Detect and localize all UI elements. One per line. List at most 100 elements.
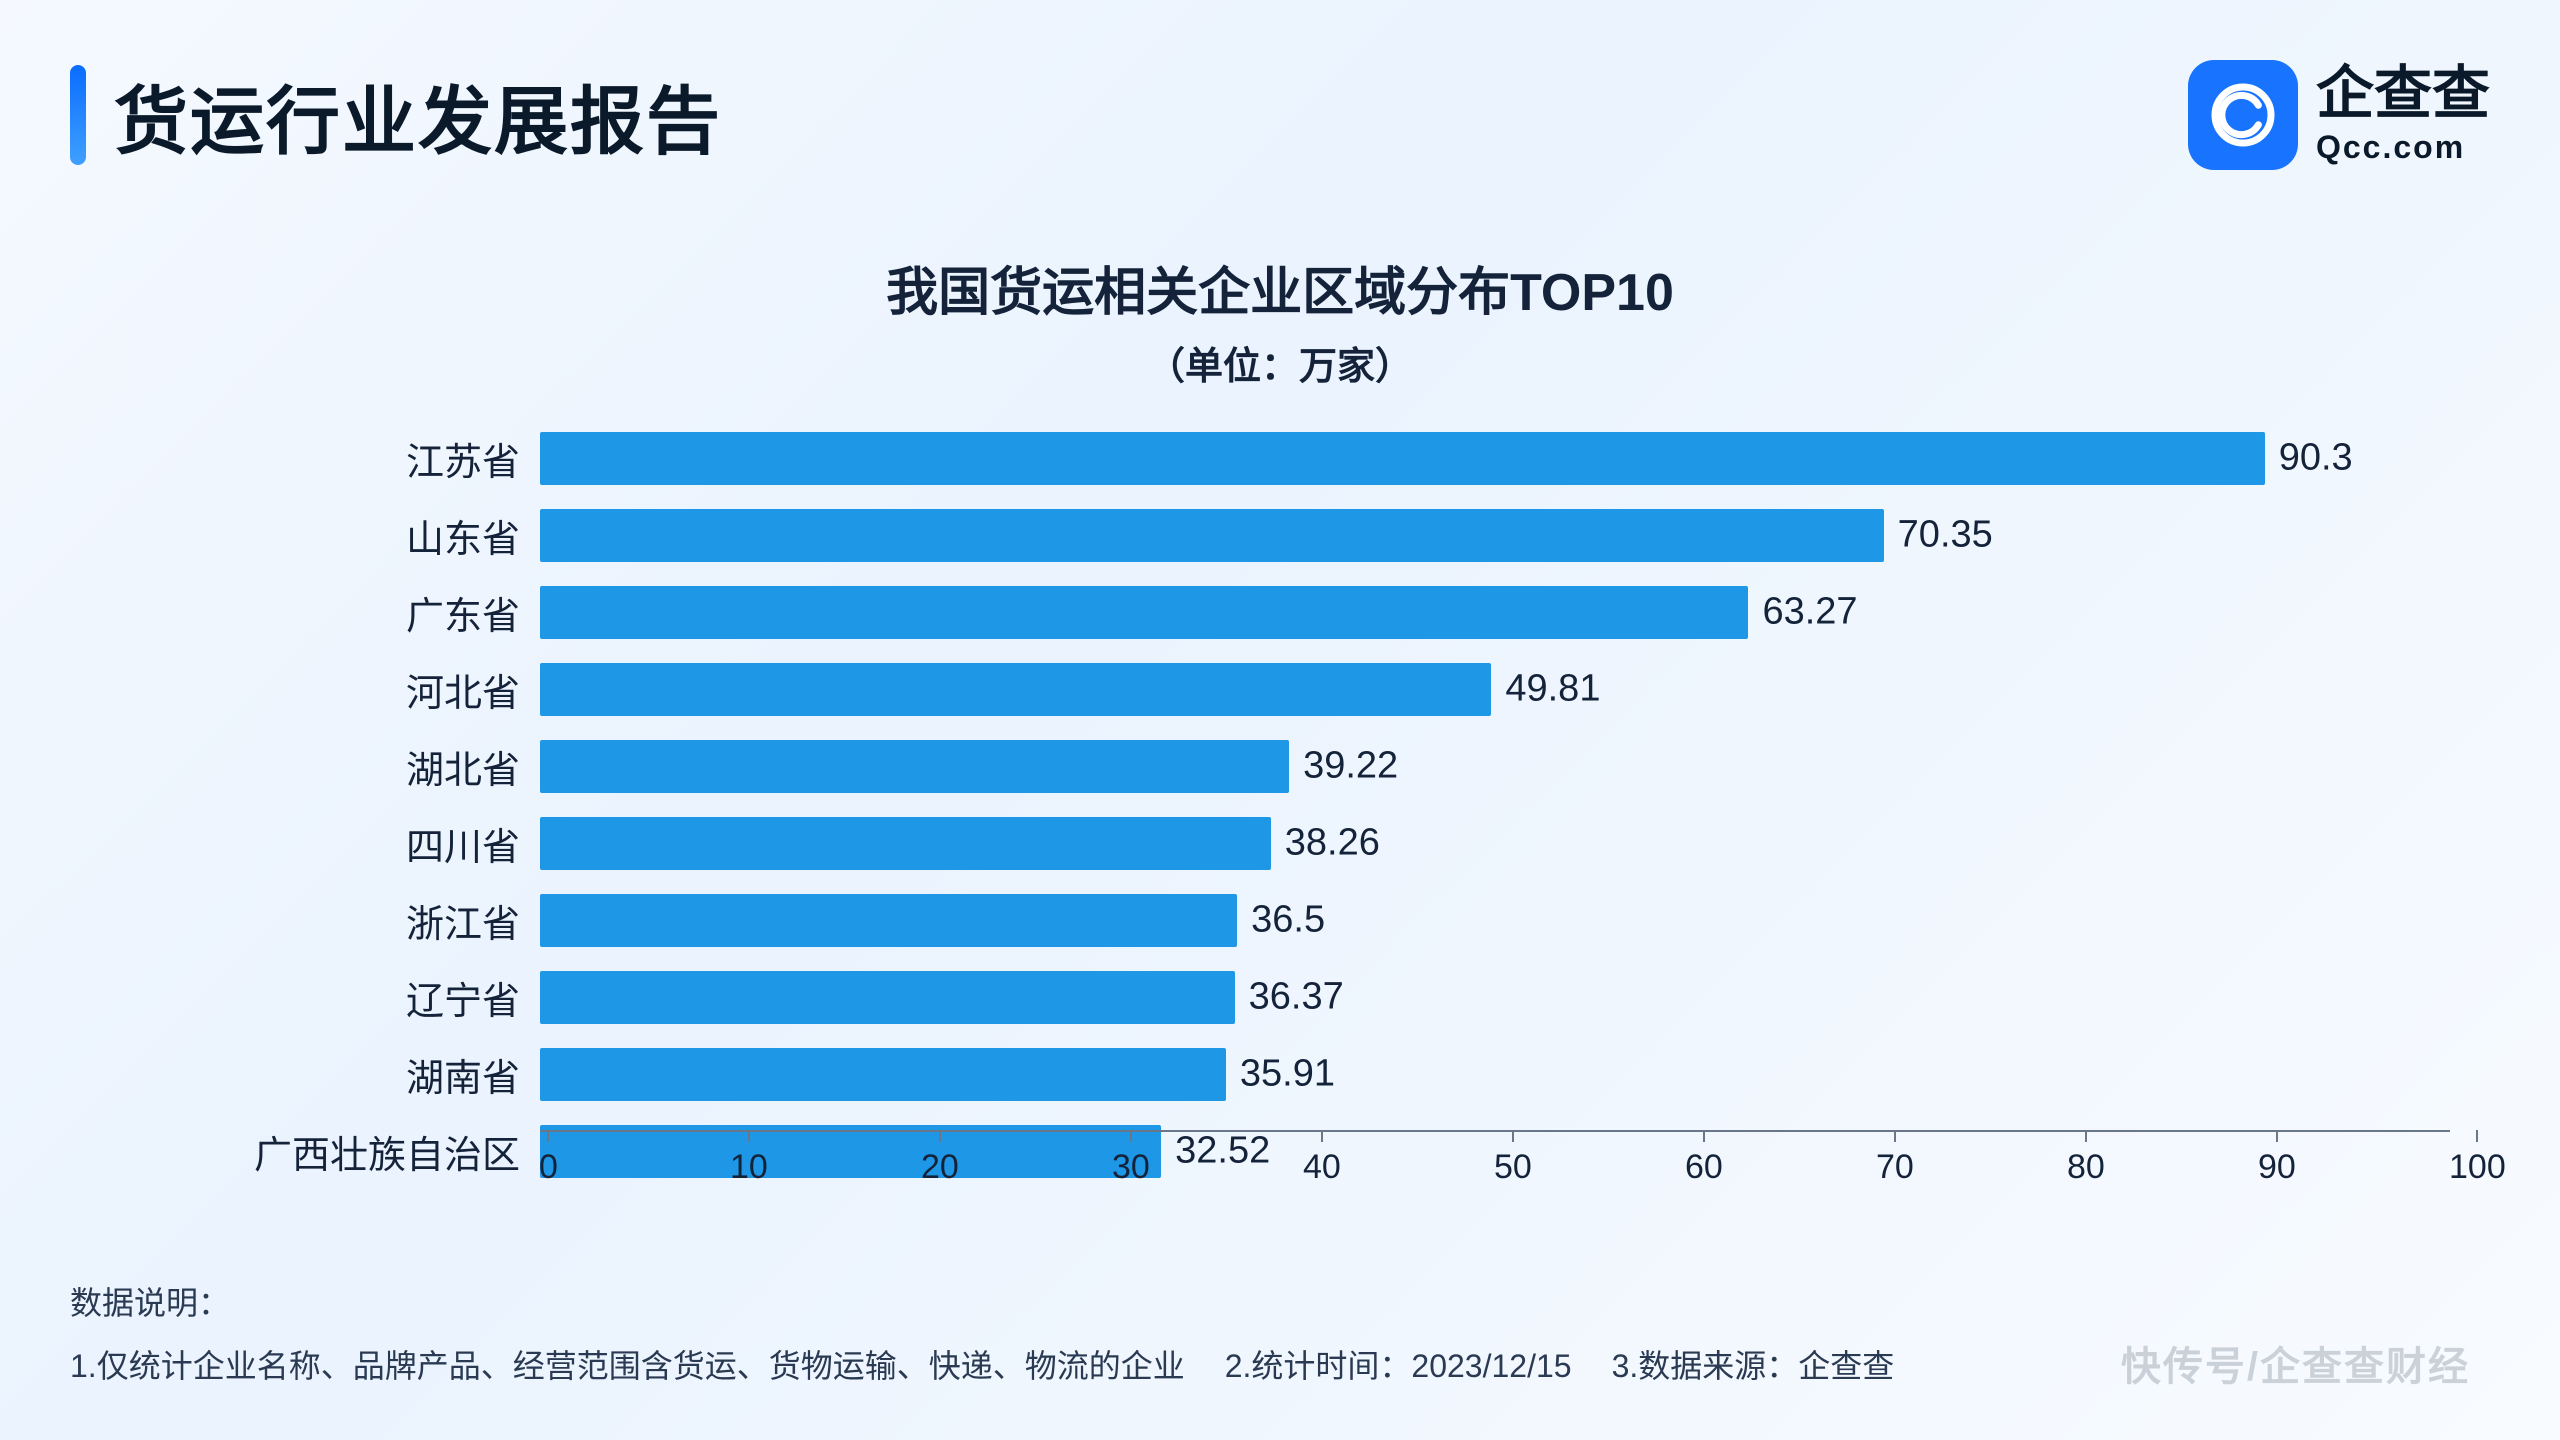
- tick-label: 60: [1685, 1148, 1723, 1187]
- footer-item: 1.仅统计企业名称、品牌产品、经营范围含货运、货物运输、快递、物流的企业: [70, 1338, 1185, 1396]
- chart-row: 浙江省 36.5: [160, 886, 2450, 955]
- tick-label: 50: [1494, 1148, 1532, 1187]
- title-accent-bar: [70, 65, 86, 165]
- category-label: 湖北省: [160, 739, 540, 794]
- chart-row: 山东省 70.35: [160, 501, 2450, 570]
- chart-title: 我国货运相关企业区域分布TOP10: [70, 250, 2490, 325]
- tick-mark-icon: [2085, 1130, 2087, 1142]
- chart-row: 江苏省 90.3: [160, 424, 2450, 493]
- bar: [540, 509, 1884, 562]
- tick-label: 10: [730, 1148, 768, 1187]
- page-title: 货运行业发展报告: [114, 62, 722, 169]
- x-tick: 50: [1494, 1130, 1532, 1187]
- title-wrap: 货运行业发展报告: [70, 62, 722, 169]
- bar: [540, 432, 2265, 485]
- logo-text: 企查查 Qcc.com: [2316, 65, 2490, 166]
- tick-mark-icon: [939, 1130, 941, 1142]
- bar: [540, 1048, 1226, 1101]
- logo-badge-icon: [2188, 60, 2298, 170]
- bar-track: 90.3: [540, 424, 2450, 493]
- category-label: 浙江省: [160, 893, 540, 948]
- value-label: 39.22: [1289, 745, 1398, 788]
- footer-item: 3.数据来源：企查查: [1612, 1338, 1895, 1396]
- tick-mark-icon: [1703, 1130, 1705, 1142]
- logo-text-top: 企查查: [2316, 65, 2490, 123]
- qcc-c-icon: [2208, 80, 2278, 150]
- tick-mark-icon: [1130, 1130, 1132, 1142]
- value-label: 49.81: [1491, 668, 1600, 711]
- category-label: 广西壮族自治区: [160, 1124, 540, 1179]
- x-tick: 80: [2067, 1130, 2105, 1187]
- bar: [540, 663, 1491, 716]
- value-label: 36.37: [1235, 976, 1344, 1019]
- footer-heading: 数据说明：: [70, 1275, 2490, 1333]
- bar-track: 49.81: [540, 655, 2450, 724]
- x-tick: 70: [1876, 1130, 1914, 1187]
- x-tick: 0: [539, 1130, 558, 1187]
- value-label: 70.35: [1884, 514, 1993, 557]
- bar-track: 36.5: [540, 886, 2450, 955]
- chart-area: 我国货运相关企业区域分布TOP10 （单位：万家） 江苏省 90.3 山东省 70.3…: [70, 250, 2490, 1260]
- tick-mark-icon: [748, 1130, 750, 1142]
- watermark-text: 快传号/企查查财经: [2121, 1334, 2470, 1392]
- tick-label: 90: [2258, 1148, 2296, 1187]
- bar: [540, 971, 1235, 1024]
- chart-rows: 江苏省 90.3 山东省 70.35 广东省 63.27 河北省 49.81 湖北省 39.22 四…: [160, 420, 2450, 1190]
- category-label: 广东省: [160, 585, 540, 640]
- bar-track: 39.22: [540, 732, 2450, 801]
- category-label: 江苏省: [160, 431, 540, 486]
- x-tick: 100: [2449, 1130, 2506, 1187]
- chart-x-axis: 0102030405060708090100: [540, 1130, 2450, 1190]
- x-tick: 30: [1112, 1130, 1150, 1187]
- chart-row: 辽宁省 36.37: [160, 963, 2450, 1032]
- bar-track: 38.26: [540, 809, 2450, 878]
- bar: [540, 817, 1271, 870]
- x-tick: 60: [1685, 1130, 1723, 1187]
- value-label: 90.3: [2265, 437, 2353, 480]
- tick-label: 40: [1303, 1148, 1341, 1187]
- x-tick: 40: [1303, 1130, 1341, 1187]
- value-label: 36.5: [1237, 899, 1325, 942]
- tick-label: 30: [1112, 1148, 1150, 1187]
- bar: [540, 740, 1289, 793]
- category-label: 湖南省: [160, 1047, 540, 1102]
- tick-mark-icon: [547, 1130, 549, 1142]
- footer-item: 2.统计时间：2023/12/15: [1225, 1338, 1572, 1396]
- x-tick: 90: [2258, 1130, 2296, 1187]
- tick-mark-icon: [2476, 1130, 2478, 1142]
- bar-track: 35.91: [540, 1040, 2450, 1109]
- category-label: 辽宁省: [160, 970, 540, 1025]
- tick-label: 20: [921, 1148, 959, 1187]
- chart-row: 河北省 49.81: [160, 655, 2450, 724]
- bar-track: 36.37: [540, 963, 2450, 1032]
- chart-plot: 江苏省 90.3 山东省 70.35 广东省 63.27 河北省 49.81 湖北省 39.22 四…: [160, 420, 2450, 1190]
- tick-mark-icon: [2276, 1130, 2278, 1142]
- x-tick: 10: [730, 1130, 768, 1187]
- tick-label: 80: [2067, 1148, 2105, 1187]
- value-label: 35.91: [1226, 1053, 1335, 1096]
- tick-mark-icon: [1512, 1130, 1514, 1142]
- bar-track: 63.27: [540, 578, 2450, 647]
- x-tick: 20: [921, 1130, 959, 1187]
- tick-label: 0: [539, 1148, 558, 1187]
- tick-mark-icon: [1894, 1130, 1896, 1142]
- category-label: 河北省: [160, 662, 540, 717]
- header: 货运行业发展报告 企查查 Qcc.com: [70, 60, 2490, 170]
- logo: 企查查 Qcc.com: [2188, 60, 2490, 170]
- bar: [540, 586, 1748, 639]
- chart-subtitle: （单位：万家）: [70, 335, 2490, 390]
- bar-track: 70.35: [540, 501, 2450, 570]
- tick-label: 70: [1876, 1148, 1914, 1187]
- value-label: 38.26: [1271, 822, 1380, 865]
- chart-row: 四川省 38.26: [160, 809, 2450, 878]
- value-label: 63.27: [1748, 591, 1857, 634]
- tick-mark-icon: [1321, 1130, 1323, 1142]
- chart-row: 湖南省 35.91: [160, 1040, 2450, 1109]
- category-label: 山东省: [160, 508, 540, 563]
- category-label: 四川省: [160, 816, 540, 871]
- logo-text-bottom: Qcc.com: [2316, 129, 2490, 166]
- chart-row: 广东省 63.27: [160, 578, 2450, 647]
- bar: [540, 894, 1237, 947]
- chart-row: 湖北省 39.22: [160, 732, 2450, 801]
- tick-label: 100: [2449, 1148, 2506, 1187]
